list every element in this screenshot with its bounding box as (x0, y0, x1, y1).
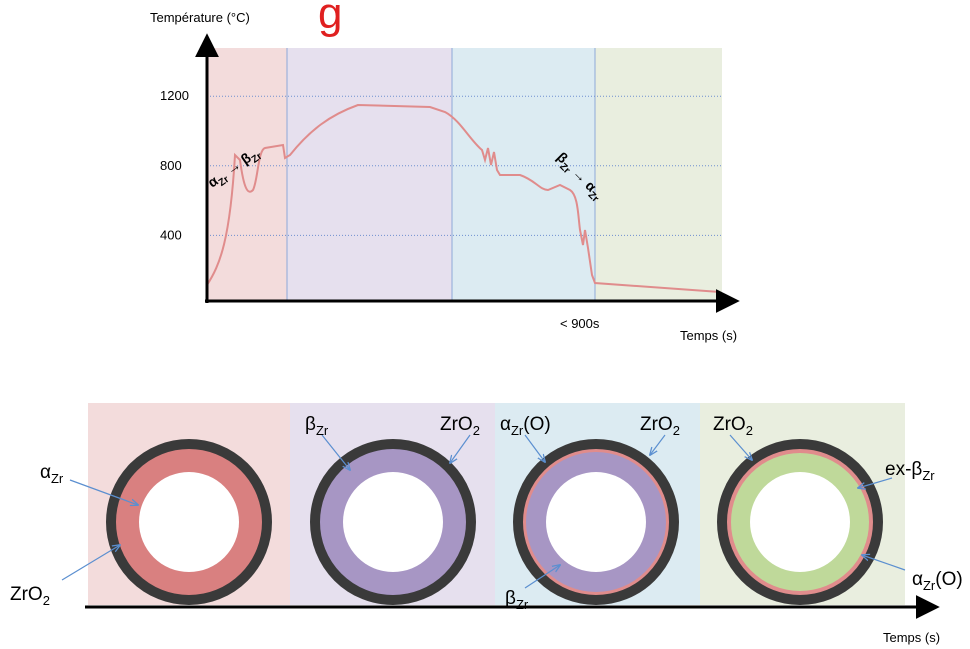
label-sub: Zr (316, 423, 329, 438)
pointers (61, 434, 906, 589)
label-sub: Zr (922, 468, 935, 483)
label-post: (O) (935, 569, 962, 590)
phase-label: αZr (40, 462, 64, 486)
top-bands (207, 48, 722, 300)
y-tick-label: 1200 (160, 88, 189, 103)
label-main: ZrO (440, 414, 473, 435)
pointer (524, 565, 560, 589)
transition-cooling: βZr → αZr (551, 149, 607, 205)
label-sub: Zr (516, 597, 529, 612)
temperature-curve (206, 103, 721, 293)
label-post: (O) (523, 414, 550, 435)
pointer (862, 555, 906, 571)
phase-label: αZr(O) (912, 569, 963, 593)
label-main: β (505, 588, 516, 609)
phase-label: βZr (505, 588, 529, 612)
ring-hole (750, 472, 850, 572)
ring-hole (139, 472, 239, 572)
bottom-x-axis-label: Temps (s) (883, 630, 940, 645)
ring-hole (546, 472, 646, 572)
band (287, 48, 452, 300)
ring-hole (343, 472, 443, 572)
label-sub: Zr (511, 423, 524, 438)
y-tick-label: 800 (160, 158, 182, 173)
pointer (650, 434, 666, 455)
pointer (69, 479, 138, 505)
label-main: α (40, 462, 51, 483)
label-sub: Zr (923, 578, 936, 593)
label-sub: 2 (746, 423, 753, 438)
phase-label: αZr(O) (500, 414, 551, 438)
bottom-panels (88, 403, 905, 605)
label-main: α (912, 569, 923, 590)
pointer (450, 434, 471, 463)
phase-label: βZr (305, 414, 329, 438)
label-main: ZrO (713, 414, 746, 435)
band (452, 48, 595, 300)
x-axis-label: Temps (s) (680, 328, 737, 343)
label-main: ZrO (640, 414, 673, 435)
label-sub: 2 (43, 593, 50, 608)
x-annotation: < 900s (560, 316, 600, 331)
pointer (858, 477, 893, 488)
label-sub: 2 (473, 423, 480, 438)
label-sub: 2 (673, 423, 680, 438)
label-main: α (500, 414, 511, 435)
stray-mark: g (318, 0, 342, 38)
pointer (321, 434, 350, 470)
label-main: ex-β (885, 459, 922, 480)
label-main: ZrO (10, 584, 43, 605)
phase-label: ZrO2 (440, 414, 480, 438)
band (595, 48, 722, 300)
pointer (729, 434, 752, 460)
pointer (61, 545, 120, 581)
y-axis-label: Température (°C) (150, 10, 250, 25)
pointer (524, 434, 545, 462)
phase-label: ZrO2 (640, 414, 680, 438)
y-tick-label: 400 (160, 227, 182, 242)
phase-label: ZrO2 (10, 584, 50, 608)
phase-label: ex-βZr (885, 459, 935, 483)
phase-label: ZrO2 (713, 414, 753, 438)
label-sub: Zr (51, 471, 64, 486)
label-main: β (305, 414, 316, 435)
y-ticks: 400 800 1200 (160, 88, 722, 242)
